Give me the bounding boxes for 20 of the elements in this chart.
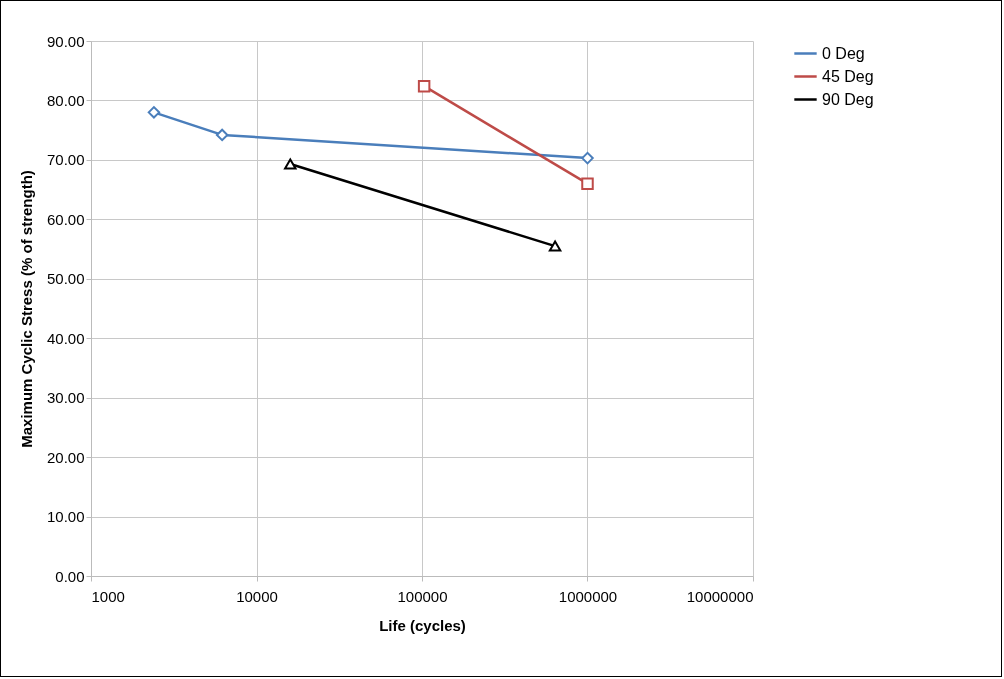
x-tick-label: 1000 [91, 587, 125, 605]
y-tick-label: 0.00 [55, 567, 85, 585]
x-axis-title: Life (cycles) [379, 616, 466, 634]
y-tick-label: 10.00 [46, 508, 85, 526]
legend-label: 0 Deg [822, 44, 865, 62]
y-tick-label: 30.00 [46, 389, 85, 407]
x-tick-label: 100000 [397, 587, 448, 605]
x-tick-label: 1000000 [558, 587, 618, 605]
y-tick-label: 80.00 [46, 91, 85, 109]
x-tick-label: 10000000 [686, 587, 754, 605]
legend-label: 90 Deg [822, 90, 874, 108]
y-tick-label: 60.00 [46, 210, 85, 228]
x-tick-label: 10000 [236, 587, 278, 605]
y-tick-label: 70.00 [46, 151, 85, 169]
y-axis-title: Maximum Cyclic Stress (% of strength) [17, 170, 35, 448]
y-tick-label: 90.00 [46, 32, 85, 50]
legend-label: 45 Deg [822, 67, 874, 85]
y-tick-label: 40.00 [46, 329, 85, 347]
y-tick-label: 50.00 [46, 270, 85, 288]
y-tick-label: 20.00 [46, 448, 85, 466]
